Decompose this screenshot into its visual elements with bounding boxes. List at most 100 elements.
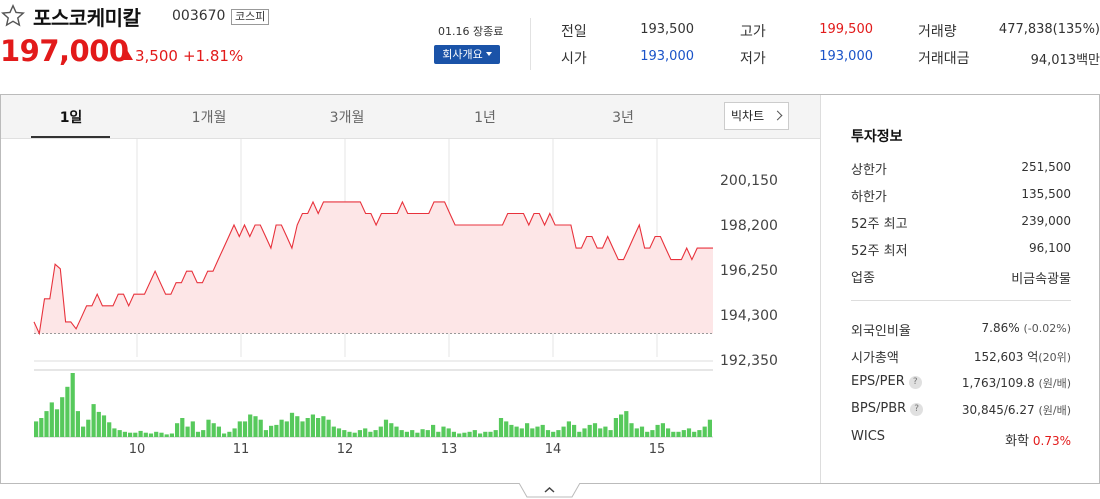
help-icon[interactable]: ? <box>910 403 924 416</box>
current-price: 197,000 <box>0 34 129 68</box>
low-52w-value: 96,100 <box>1029 241 1071 255</box>
company-overview-button[interactable]: 회사개요 <box>434 45 500 64</box>
volume-bar <box>222 433 227 437</box>
trade-amount-value: 94,013백만 <box>1030 53 1100 68</box>
volume-bar <box>101 415 107 437</box>
volume-bar <box>608 430 613 437</box>
bps-pbr-unit: (원/배) <box>1038 404 1071 417</box>
volume-bar <box>383 419 389 437</box>
wics-label: WICS <box>851 429 886 444</box>
y-tick-label: 194,300 <box>720 308 778 324</box>
low-label: 저가 <box>740 51 766 67</box>
eps-per-value: 1,763/109.8 (원/배) <box>962 375 1071 391</box>
big-chart-label: 빅차트 <box>731 109 765 123</box>
volume-bar <box>248 414 253 437</box>
volume-bar <box>164 434 169 437</box>
volume-bar <box>253 416 258 437</box>
volume-bar <box>483 431 488 437</box>
market-cap-rank: (20위) <box>1038 351 1071 364</box>
panel-separator <box>851 300 1071 301</box>
volume-bar <box>431 424 436 437</box>
volume-bar <box>467 431 472 437</box>
volume-bar <box>232 428 237 437</box>
big-chart-button[interactable]: 빅차트 <box>724 102 789 130</box>
volume-bar <box>227 431 232 437</box>
volume-bar <box>634 428 639 437</box>
eps-per-number: 1,763/109.8 <box>961 376 1035 390</box>
volume-bar <box>363 428 368 437</box>
collapse-toggle[interactable] <box>519 483 580 499</box>
trade-amount-label: 거래대금 <box>918 51 970 67</box>
volume-bar <box>143 432 148 437</box>
volume-bar <box>211 423 216 437</box>
volume-bar <box>519 428 524 437</box>
high-label: 고가 <box>740 24 766 40</box>
tab-3m[interactable]: 3개월 <box>329 110 365 126</box>
volume-bar <box>49 402 54 437</box>
low-52w-label: 52주 최저 <box>851 244 908 259</box>
volume-bar <box>269 425 274 437</box>
foreign-ratio-label: 외국인비율 <box>851 324 911 339</box>
market-cap-number: 152,603 억 <box>973 350 1039 364</box>
volume-bar <box>619 414 624 437</box>
investment-info-panel: 투자정보 상한가 251,500 하한가 135,500 52주 최고 239,… <box>821 95 1100 483</box>
help-icon[interactable]: ? <box>908 376 922 389</box>
volume-bar <box>258 419 263 437</box>
volume-bar <box>504 421 509 437</box>
volume-bar <box>535 426 540 437</box>
x-tick-label: 10 <box>129 442 146 457</box>
volume-bar <box>70 373 75 437</box>
volume-bar <box>410 430 415 437</box>
volume-bar <box>707 419 712 437</box>
y-tick-label: 196,250 <box>720 263 778 279</box>
market-badge: 코스피 <box>231 9 270 25</box>
chevron-up-icon <box>544 486 555 493</box>
volume-bar <box>284 421 289 437</box>
volume-bar <box>175 423 180 437</box>
volume-bar <box>180 418 185 437</box>
volume-bar <box>624 411 629 437</box>
volume-bar <box>488 431 493 437</box>
tab-3y[interactable]: 3년 <box>612 110 634 126</box>
volume-bar <box>561 426 566 437</box>
volume-bar <box>451 431 456 437</box>
volume-bar <box>660 423 665 437</box>
volume-bar <box>686 428 692 437</box>
volume-bar <box>263 430 268 437</box>
wics-sector[interactable]: 화학 <box>1005 434 1030 449</box>
price-change-percent: +1.81% <box>183 47 244 65</box>
up-triangle-icon <box>121 50 133 60</box>
volume-bar <box>446 428 451 437</box>
foreign-ratio-value: 7.86% (-0.02%) <box>982 321 1071 335</box>
x-tick-label: 11 <box>233 442 250 457</box>
volume-bar <box>190 421 195 437</box>
upper-limit-label: 상한가 <box>851 163 887 178</box>
tab-1y[interactable]: 1년 <box>474 110 496 126</box>
volume-bar <box>530 428 535 437</box>
volume-bar <box>60 397 65 437</box>
industry-value[interactable]: 비금속광물 <box>1011 272 1071 287</box>
tab-1m[interactable]: 1개월 <box>191 110 227 126</box>
volume-bar <box>274 424 279 437</box>
volume-bar <box>498 418 504 437</box>
panel-divider <box>820 95 821 483</box>
price-change: 3,500 <box>121 47 178 65</box>
volume-bar <box>556 430 561 437</box>
industry-label: 업종 <box>851 271 875 286</box>
tab-1d[interactable]: 1일 <box>59 110 83 126</box>
x-tick-label: 12 <box>337 442 354 457</box>
favorite-star-icon[interactable] <box>0 3 26 29</box>
volume-bar <box>326 419 331 437</box>
volume-bar <box>697 430 702 437</box>
stock-code: 003670 <box>172 8 226 24</box>
volume-bar <box>336 428 342 437</box>
volume-bar <box>148 433 154 437</box>
volume-bar <box>357 430 362 437</box>
volume-bar <box>478 433 483 437</box>
upper-limit-value: 251,500 <box>1021 160 1071 174</box>
intraday-price-chart: 200,150 198,200 196,250 194,300 192,350 10 11 1… <box>33 139 778 457</box>
volume-bar <box>133 432 138 437</box>
volume-bar <box>34 421 39 437</box>
price-area-fill <box>34 201 713 334</box>
lower-limit-value: 135,500 <box>1021 187 1071 201</box>
